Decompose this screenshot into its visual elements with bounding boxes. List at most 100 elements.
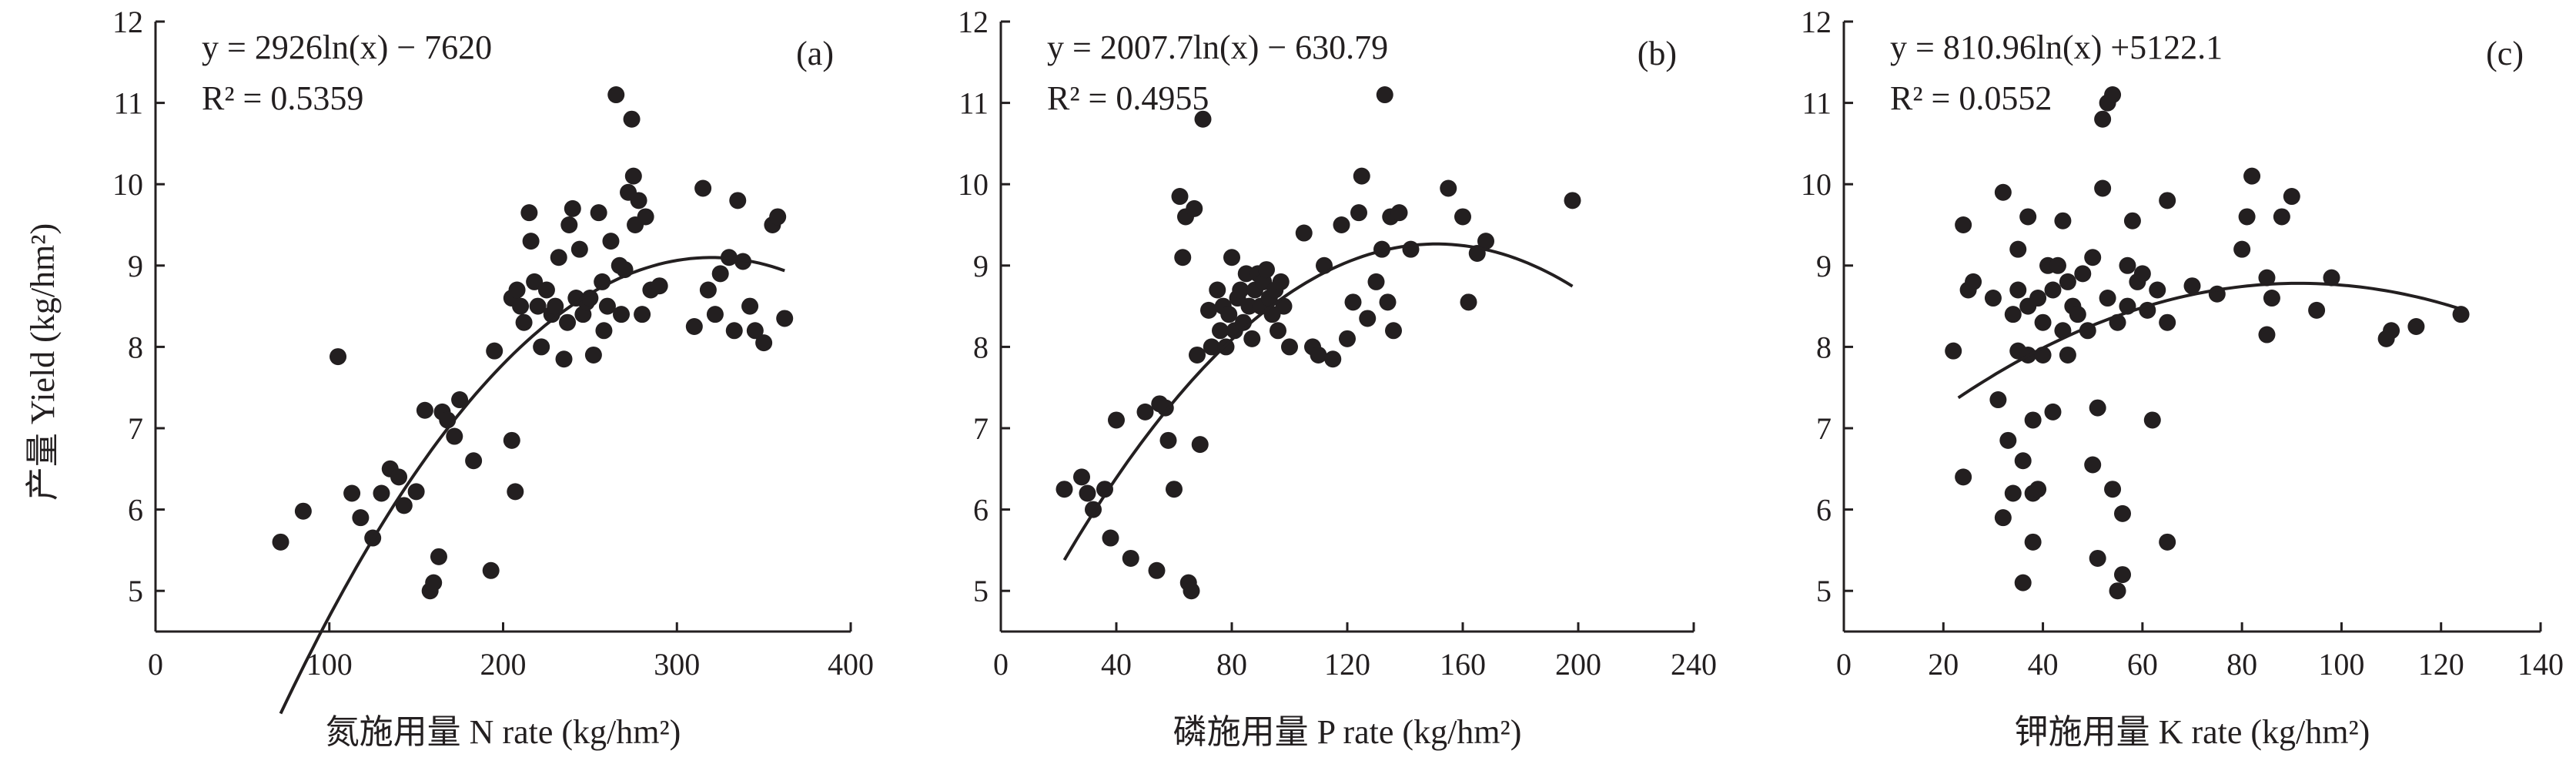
x-tick-label: 40 (2028, 647, 2059, 682)
panel-label: (a) (796, 35, 834, 72)
data-point (1122, 549, 1139, 567)
data-point (425, 574, 443, 591)
data-point (1385, 322, 1402, 340)
data-point (1359, 310, 1377, 327)
data-point (482, 561, 500, 579)
data-point (2019, 208, 2037, 226)
data-point (2407, 318, 2425, 335)
data-point (590, 204, 607, 222)
data-point (1191, 436, 1209, 454)
data-point (685, 318, 703, 335)
data-point (2119, 256, 2136, 274)
data-point (1994, 183, 2012, 201)
data-point (1984, 290, 2002, 307)
data-point (602, 233, 620, 250)
data-point (1174, 249, 1192, 266)
y-tick-label: 5 (128, 574, 143, 608)
data-point (1171, 188, 1189, 206)
data-point (1999, 431, 2017, 449)
data-point (512, 297, 530, 315)
data-point (2099, 290, 2116, 307)
data-point (2014, 574, 2032, 591)
x-tick-label: 40 (1101, 647, 1132, 682)
data-point (2452, 306, 2470, 323)
data-point (651, 277, 668, 295)
x-tick-label: 0 (1836, 647, 1852, 682)
data-point (1108, 411, 1125, 429)
x-tick-label: 120 (2418, 647, 2464, 682)
data-point (1440, 179, 1457, 197)
data-point (634, 306, 651, 323)
data-point (1989, 391, 2007, 409)
data-point (515, 313, 533, 331)
x-tick-label: 80 (2226, 647, 2257, 682)
y-tick-label: 8 (128, 330, 143, 364)
data-point (694, 179, 712, 197)
data-point (755, 334, 773, 352)
data-point (2308, 301, 2326, 319)
data-point (2084, 249, 2102, 266)
data-point (699, 281, 717, 299)
data-point (2059, 346, 2076, 364)
data-point (1344, 293, 1362, 311)
data-point (1367, 273, 1385, 290)
x-axis-title: 钾施用量 K rate (kg/hm²) (2015, 713, 2370, 751)
y-tick-label: 10 (1801, 167, 1832, 202)
data-point (2258, 326, 2276, 343)
x-tick-label: 60 (2127, 647, 2158, 682)
y-tick-label: 6 (973, 493, 989, 528)
y-tick-label: 8 (973, 330, 989, 364)
y-tick-label: 9 (973, 249, 989, 283)
data-point (624, 167, 642, 185)
data-point (595, 322, 613, 340)
data-point (2004, 306, 2022, 323)
y-tick-label: 12 (112, 5, 143, 39)
data-point (1073, 468, 1090, 486)
data-point (2114, 504, 2131, 522)
data-point (1220, 306, 1238, 323)
y-tick-label: 6 (128, 493, 143, 528)
data-point (1477, 233, 1494, 250)
data-point (2114, 566, 2131, 584)
y-tick-label: 7 (973, 411, 989, 446)
data-point (1183, 582, 1200, 600)
data-point (769, 208, 787, 226)
y-tick-label: 6 (1816, 493, 1832, 528)
data-point (2273, 208, 2290, 226)
trend-curve (279, 256, 785, 715)
x-tick-label: 160 (1440, 647, 1486, 682)
data-point (725, 322, 743, 340)
y-tick-label: 11 (1802, 86, 1832, 121)
data-point (1460, 293, 1477, 311)
r-squared: R² = 0.5359 (202, 79, 363, 117)
data-point (1232, 281, 1250, 299)
data-point (550, 249, 567, 266)
data-point (1454, 208, 1471, 226)
trend-curve (1062, 242, 1574, 561)
data-point (465, 452, 483, 470)
data-point (1281, 338, 1298, 356)
data-point (564, 199, 581, 217)
data-point (1136, 403, 1154, 421)
data-point (430, 548, 447, 565)
data-point (1390, 204, 1408, 222)
data-point (272, 533, 289, 551)
data-point (1295, 224, 1313, 242)
data-point (2183, 277, 2201, 295)
data-point (2133, 265, 2151, 283)
data-point (1310, 346, 1327, 364)
data-point (522, 233, 540, 250)
data-point (547, 297, 564, 315)
data-point (1096, 481, 1113, 498)
data-point (1212, 322, 1229, 340)
r-squared: R² = 0.0552 (1890, 79, 2052, 117)
x-tick-label: 0 (148, 647, 163, 682)
x-axis-title: 氮施用量 N rate (kg/hm²) (326, 713, 681, 751)
panel-label: (b) (1638, 35, 1677, 72)
data-point (1148, 561, 1166, 579)
data-point (1200, 301, 1217, 319)
data-point (2024, 411, 2042, 429)
data-point (2044, 403, 2062, 421)
data-point (407, 483, 425, 501)
